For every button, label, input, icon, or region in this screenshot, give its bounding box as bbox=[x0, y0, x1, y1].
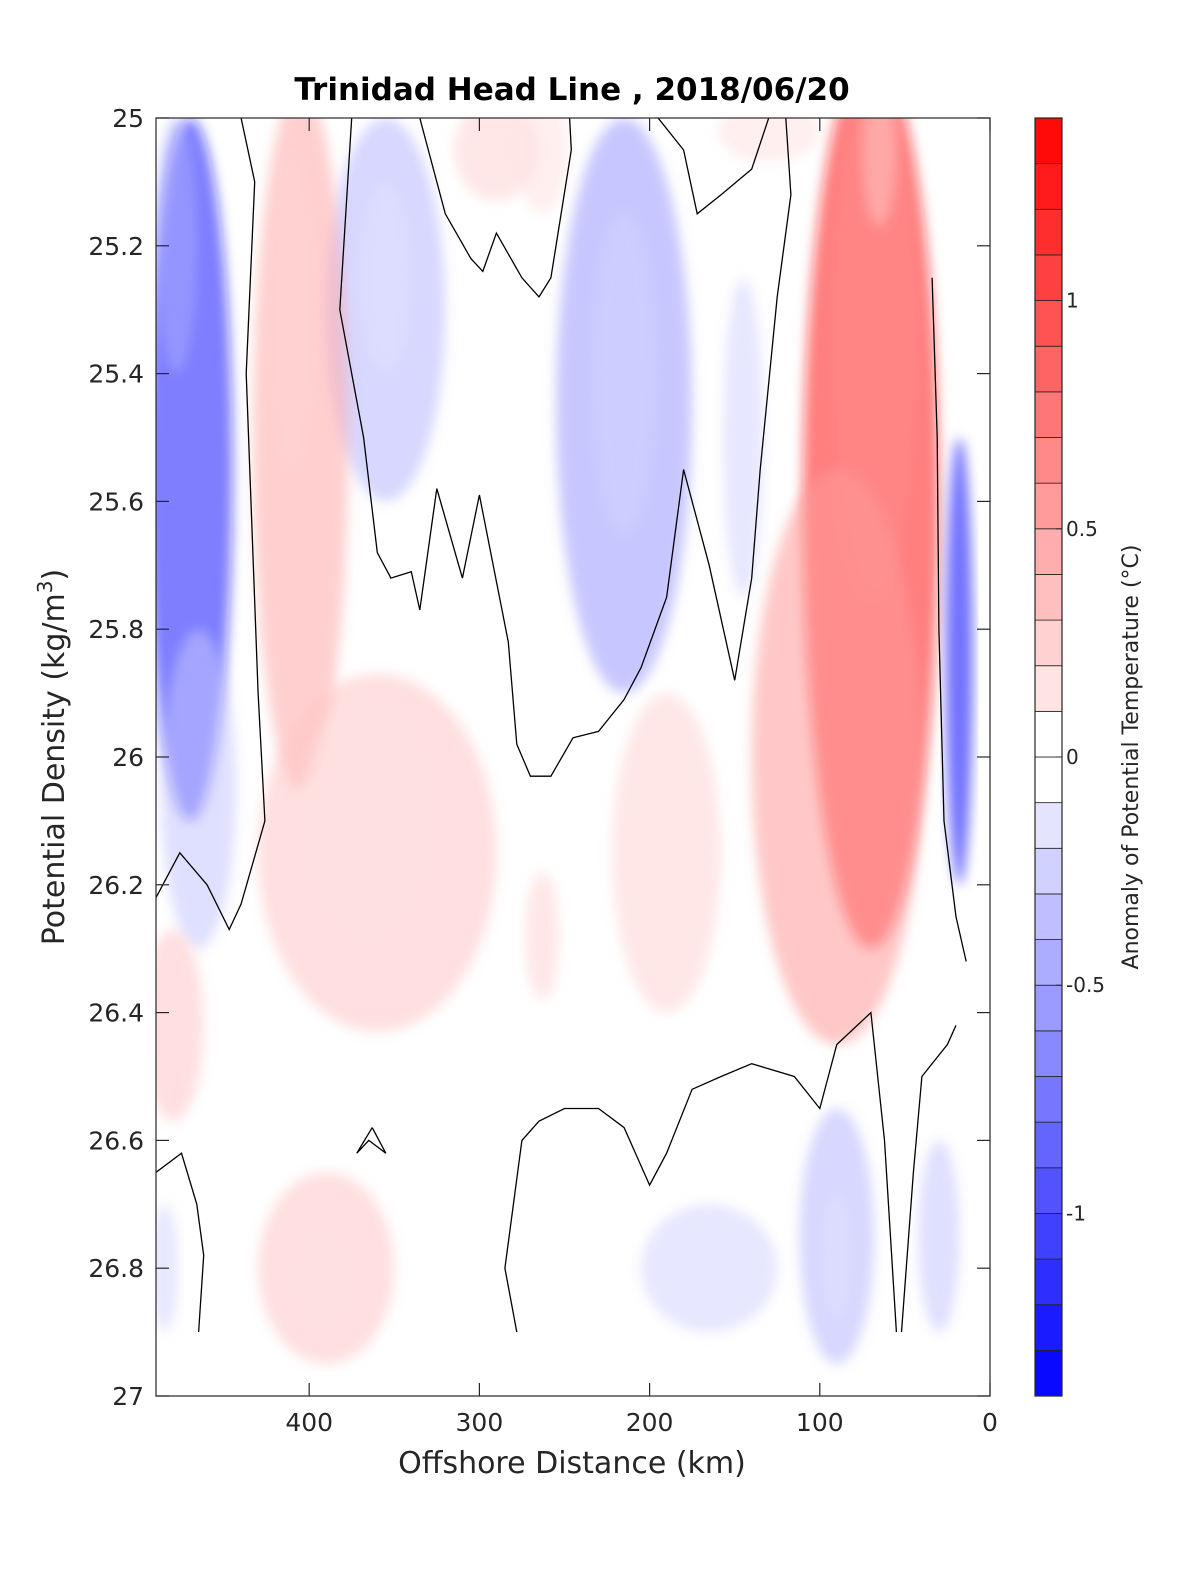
region-cold-blob-215-core bbox=[593, 213, 655, 534]
colorbar: -1 -0.5 0 0.5 1 bbox=[1034, 117, 1105, 1397]
region-warm-top-260 bbox=[516, 118, 568, 214]
colorbar-bin bbox=[1034, 208, 1063, 256]
region-deep-cold-90-core bbox=[823, 1191, 851, 1320]
colorbar-label: Anomaly of Potential Temperature (°C) bbox=[1119, 545, 1144, 970]
region-cold-140 bbox=[722, 277, 764, 598]
region-west-warm-deep bbox=[156, 929, 204, 1122]
colorbar-tick-label: 0.5 bbox=[1066, 517, 1098, 541]
contour-zero-contour-west bbox=[156, 118, 266, 932]
colorbar-bin bbox=[1034, 939, 1063, 986]
colorbar-bin bbox=[1034, 984, 1063, 1032]
y-tick-label: 25.4 bbox=[88, 360, 144, 389]
region-warm-column-400-core bbox=[271, 149, 313, 470]
colorbar-bin bbox=[1034, 847, 1063, 895]
colorbar-bins bbox=[1034, 117, 1063, 1397]
region-coastal-warm-outer bbox=[751, 469, 922, 1045]
y-tick-label: 26.6 bbox=[88, 1126, 144, 1155]
y-axis-label-close: ) bbox=[37, 569, 72, 581]
y-tick-label: 27 bbox=[112, 1382, 144, 1411]
colorbar-bin bbox=[1034, 1213, 1063, 1260]
contour-zero-contour-top bbox=[419, 118, 572, 298]
colorbar-bin bbox=[1034, 391, 1063, 438]
colorbar-bin bbox=[1034, 574, 1063, 621]
y-tick-label: 25.2 bbox=[88, 232, 144, 261]
x-tick-label: 0 bbox=[982, 1408, 998, 1437]
x-axis: 400 300 200 100 0 bbox=[285, 118, 998, 1437]
colorbar-bin bbox=[1034, 1349, 1063, 1397]
contour-zero-contour-nearshore bbox=[931, 277, 967, 962]
y-tick-label: 26 bbox=[112, 743, 144, 772]
colorbar-bin bbox=[1034, 437, 1063, 484]
colorbar-frame bbox=[1034, 117, 1063, 1397]
region-coastal-warm-top bbox=[862, 118, 897, 227]
colorbar-bin bbox=[1034, 528, 1063, 575]
y-axis-label-main: Potential Density (kg/m bbox=[37, 593, 72, 945]
colorbar-tick-label: 1 bbox=[1066, 289, 1079, 313]
y-tick-label: 26.2 bbox=[88, 871, 144, 900]
contour-zero-contour-mid bbox=[339, 118, 792, 777]
region-warm-spread-mid-core bbox=[300, 693, 437, 949]
contour-zero-contour-deep-east bbox=[504, 1011, 898, 1333]
colorbar-tick-label: 0 bbox=[1066, 745, 1079, 769]
colorbar-bin bbox=[1034, 1121, 1063, 1169]
colorbar-bin bbox=[1034, 1030, 1063, 1077]
region-warm-265 bbox=[525, 872, 560, 1000]
colorbar-bin bbox=[1034, 1076, 1063, 1123]
chart-title: Trinidad Head Line , 2018/06/20 bbox=[294, 72, 849, 108]
x-tick-label: 200 bbox=[626, 1408, 674, 1437]
region-deep-warm-400-core bbox=[288, 1229, 364, 1333]
region-west-cold-upper bbox=[156, 118, 197, 374]
contour-zero-contour-deep-west bbox=[156, 1152, 205, 1333]
colorbar-bin bbox=[1034, 756, 1063, 804]
colorbar-bin bbox=[1034, 802, 1063, 849]
region-deep-cold-160 bbox=[641, 1204, 778, 1333]
region-nearshore-cold bbox=[945, 437, 973, 885]
contour-zero-contour-top-right bbox=[657, 118, 770, 215]
region-west-cold-lower bbox=[161, 629, 236, 949]
anomaly-regions bbox=[156, 118, 973, 1365]
x-tick-label: 300 bbox=[456, 1408, 504, 1437]
region-warm-200 bbox=[612, 693, 722, 1013]
colorbar-tick-label: -0.5 bbox=[1066, 973, 1105, 997]
colorbar-tick-label: -1 bbox=[1066, 1201, 1086, 1225]
y-tick-label: 25.8 bbox=[88, 615, 144, 644]
y-tick-label: 25 bbox=[112, 104, 144, 133]
y-tick-label: 26.4 bbox=[88, 999, 144, 1028]
colorbar-bin bbox=[1034, 345, 1063, 393]
colorbar-bin bbox=[1034, 710, 1063, 758]
contour-zero-contour-deep-east-right bbox=[900, 1025, 957, 1333]
colorbar-bin bbox=[1034, 117, 1063, 165]
y-axis-label-superscript: 3 bbox=[33, 580, 57, 593]
colorbar-bin bbox=[1034, 300, 1063, 347]
colorbar-bin bbox=[1034, 482, 1063, 530]
colorbar-bin bbox=[1034, 1167, 1063, 1214]
colorbar-bin bbox=[1034, 254, 1063, 301]
x-tick-label: 100 bbox=[796, 1408, 844, 1437]
colorbar-bin bbox=[1034, 1304, 1063, 1351]
plot-area bbox=[155, 117, 991, 1397]
colorbar-bin bbox=[1034, 619, 1063, 667]
colorbar-bin bbox=[1034, 893, 1063, 940]
region-deep-cold-30 bbox=[918, 1140, 960, 1333]
y-axis-label: Potential Density (kg/m3) bbox=[33, 569, 72, 945]
x-axis-label: Offshore Distance (km) bbox=[398, 1446, 746, 1481]
contour-zero-contour-small-loop bbox=[356, 1127, 387, 1154]
y-tick-label: 26.8 bbox=[88, 1254, 144, 1283]
colorbar-ticks: -1 -0.5 0 0.5 1 bbox=[1056, 289, 1105, 1225]
colorbar-bin bbox=[1034, 1258, 1063, 1306]
x-tick-label: 400 bbox=[285, 1408, 333, 1437]
region-warm-top-130 bbox=[717, 118, 820, 163]
region-cold-blob-350-core bbox=[360, 181, 412, 374]
colorbar-bin bbox=[1034, 665, 1063, 712]
colorbar-bin bbox=[1034, 163, 1063, 210]
y-axis: 25 25.2 25.4 25.6 25.8 26 26.2 26.4 26.6 26.8 27 bbox=[88, 104, 990, 1411]
zero-contours bbox=[156, 118, 967, 1333]
y-tick-label: 25.6 bbox=[88, 487, 144, 516]
